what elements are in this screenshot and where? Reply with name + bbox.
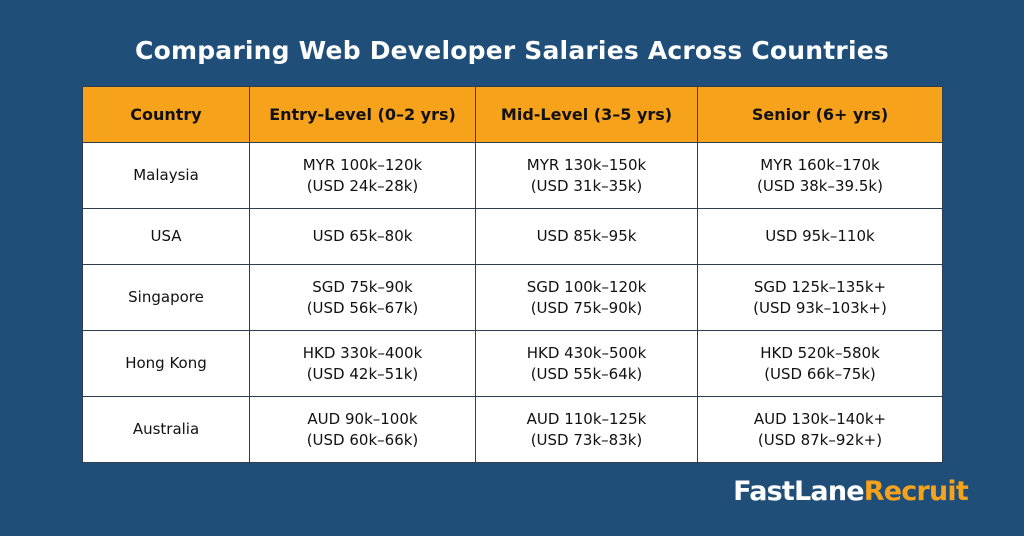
mid-level-cell: HKD 430k–500k (USD 55k–64k) (475, 330, 698, 397)
salary-usd: (USD 75k–90k) (530, 298, 643, 317)
country-cell: Hong Kong (82, 330, 250, 397)
senior-cell: AUD 130k–140k+ (USD 87k–92k+) (697, 396, 943, 463)
entry-level-cell: SGD 75k–90k (USD 56k–67k) (249, 264, 476, 331)
country-cell: Malaysia (82, 142, 250, 209)
country-cell: USA (82, 208, 250, 265)
country-cell: Singapore (82, 264, 250, 331)
table-row: Singapore SGD 75k–90k (USD 56k–67k) SGD 1… (82, 264, 943, 331)
salary-local: HKD 520k–580k (760, 343, 880, 362)
entry-level-cell: AUD 90k–100k (USD 60k–66k) (249, 396, 476, 463)
salary-usd: (USD 73k–83k) (530, 430, 643, 449)
salary-usd: (USD 60k–66k) (306, 430, 419, 449)
salary-usd: USD 85k–95k (536, 227, 637, 245)
column-header-country: Country (82, 86, 250, 143)
mid-level-cell: AUD 110k–125k (USD 73k–83k) (475, 396, 698, 463)
salary-usd: USD 65k–80k (312, 227, 413, 245)
salary-usd: (USD 55k–64k) (530, 364, 643, 383)
table-row: Hong Kong HKD 330k–400k (USD 42k–51k) HKD… (82, 330, 943, 397)
column-header-mid-level: Mid-Level (3–5 yrs) (475, 86, 698, 143)
senior-cell: HKD 520k–580k (USD 66k–75k) (697, 330, 943, 397)
country-cell: Australia (82, 396, 250, 463)
salary-local: HKD 430k–500k (526, 343, 647, 362)
table-row: Malaysia MYR 100k–120k (USD 24k–28k) MYR … (82, 142, 943, 209)
table-header-row: Country Entry-Level (0–2 yrs) Mid-Level … (82, 86, 943, 143)
salary-usd: USD 95k–110k (765, 227, 875, 245)
salary-local: AUD 130k–140k+ (753, 409, 887, 428)
senior-cell: SGD 125k–135k+ (USD 93k–103k+) (697, 264, 943, 331)
mid-level-cell: MYR 130k–150k (USD 31k–35k) (475, 142, 698, 209)
salary-usd: (USD 38k–39.5k) (757, 176, 883, 195)
salary-local: MYR 100k–120k (302, 155, 423, 174)
salary-local: SGD 125k–135k+ (753, 277, 887, 296)
page-title: Comparing Web Developer Salaries Across … (135, 36, 889, 65)
logo-text-recruit: Recruit (863, 476, 969, 507)
salary-usd: (USD 93k–103k+) (753, 298, 887, 317)
table-row: USA USD 65k–80k USD 85k–95k USD 95k–110k (82, 208, 943, 265)
salary-local: MYR 130k–150k (526, 155, 647, 174)
senior-cell: MYR 160k–170k (USD 38k–39.5k) (697, 142, 943, 209)
salary-local: MYR 160k–170k (760, 155, 880, 174)
column-header-entry-level: Entry-Level (0–2 yrs) (249, 86, 476, 143)
salary-usd: (USD 56k–67k) (306, 298, 419, 317)
mid-level-cell: USD 85k–95k (475, 208, 698, 265)
table-row: Australia AUD 90k–100k (USD 60k–66k) AUD … (82, 396, 943, 463)
mid-level-cell: SGD 100k–120k (USD 75k–90k) (475, 264, 698, 331)
salary-table: Country Entry-Level (0–2 yrs) Mid-Level … (82, 86, 943, 463)
salary-usd: (USD 24k–28k) (306, 176, 419, 195)
salary-local: AUD 90k–100k (307, 409, 418, 428)
logo-text-fastlane: FastLane (733, 476, 864, 507)
salary-local: HKD 330k–400k (302, 343, 423, 362)
salary-local: SGD 100k–120k (526, 277, 647, 296)
salary-usd: (USD 42k–51k) (306, 364, 419, 383)
salary-usd: (USD 31k–35k) (530, 176, 643, 195)
entry-level-cell: USD 65k–80k (249, 208, 476, 265)
column-header-senior: Senior (6+ yrs) (697, 86, 943, 143)
salary-usd: (USD 66k–75k) (764, 364, 876, 383)
senior-cell: USD 95k–110k (697, 208, 943, 265)
salary-local: SGD 75k–90k (312, 277, 413, 296)
fastlanerecruit-logo: FastLaneRecruit (733, 476, 969, 508)
salary-local: AUD 110k–125k (526, 409, 647, 428)
salary-usd: (USD 87k–92k+) (757, 430, 883, 449)
entry-level-cell: MYR 100k–120k (USD 24k–28k) (249, 142, 476, 209)
entry-level-cell: HKD 330k–400k (USD 42k–51k) (249, 330, 476, 397)
